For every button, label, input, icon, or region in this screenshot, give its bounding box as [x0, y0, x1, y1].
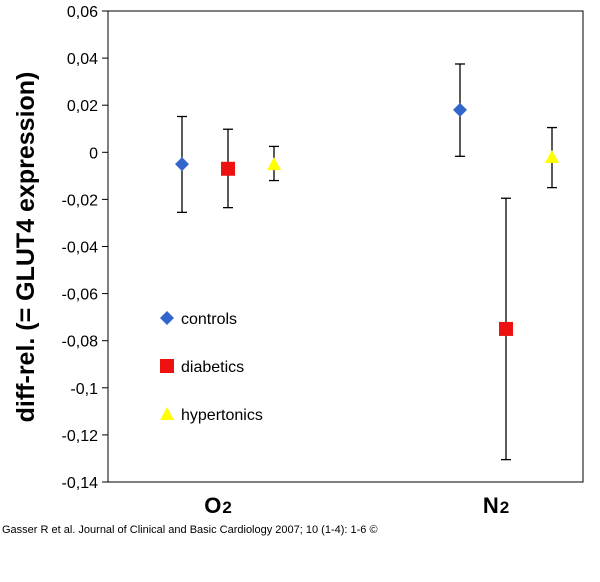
data-points — [175, 102, 559, 336]
x-category-subscript: 2 — [222, 498, 231, 517]
source-credit: Gasser R et al. Journal of Clinical and … — [2, 524, 378, 536]
point-diabetics — [499, 321, 513, 336]
point-hypertonics — [267, 157, 281, 171]
legend-marker-controls — [160, 311, 174, 325]
legend: controls diabetics hypertonics — [160, 311, 263, 424]
y-tick-label: 0,06 — [67, 4, 98, 21]
y-tick-label: -0,04 — [62, 240, 99, 257]
x-category-subscript: 2 — [500, 498, 509, 517]
y-tick-label: -0,06 — [62, 287, 99, 304]
x-category-main: N — [483, 493, 499, 518]
point-controls — [453, 102, 467, 117]
y-ticks: 0,06 0,04 0,02 0 -0,02 -0,04 -0,06 -0,08 -0,1 -0,… — [62, 4, 108, 492]
legend-label-controls: controls — [181, 311, 237, 328]
y-tick-label: -0,14 — [62, 475, 99, 492]
y-tick-label: -0,12 — [62, 428, 99, 445]
y-tick-label: 0,02 — [67, 98, 98, 115]
plot-frame — [107, 10, 584, 483]
legend-label-diabetics: diabetics — [181, 359, 244, 376]
point-diabetics — [221, 161, 235, 176]
error-bars — [177, 63, 557, 461]
legend-label-hypertonics: hypertonics — [181, 407, 263, 424]
chart: 0,06 0,04 0,02 0 -0,02 -0,04 -0,06 -0,08 -0,1 -0,… — [12, 4, 584, 518]
x-categories: O2 N2 — [204, 493, 509, 518]
x-category-label: O2 — [204, 493, 232, 518]
legend-marker-hypertonics — [160, 407, 174, 420]
y-tick-label: 0 — [89, 145, 98, 162]
x-category-main: O — [204, 493, 221, 518]
y-axis-label: diff-rel. (= GLUT4 expression) — [12, 72, 40, 423]
x-category-label: N2 — [483, 493, 509, 518]
plot-axes — [107, 10, 584, 483]
y-tick-label: -0,08 — [62, 334, 99, 351]
y-tick-label: -0,1 — [70, 381, 98, 398]
y-tick-label: -0,02 — [62, 192, 99, 209]
legend-marker-diabetics — [160, 359, 174, 373]
point-hypertonics — [545, 150, 559, 164]
y-axis-label-group: diff-rel. (= GLUT4 expression) — [12, 72, 40, 423]
y-tick-label: 0,04 — [67, 51, 98, 68]
point-controls — [175, 157, 189, 172]
